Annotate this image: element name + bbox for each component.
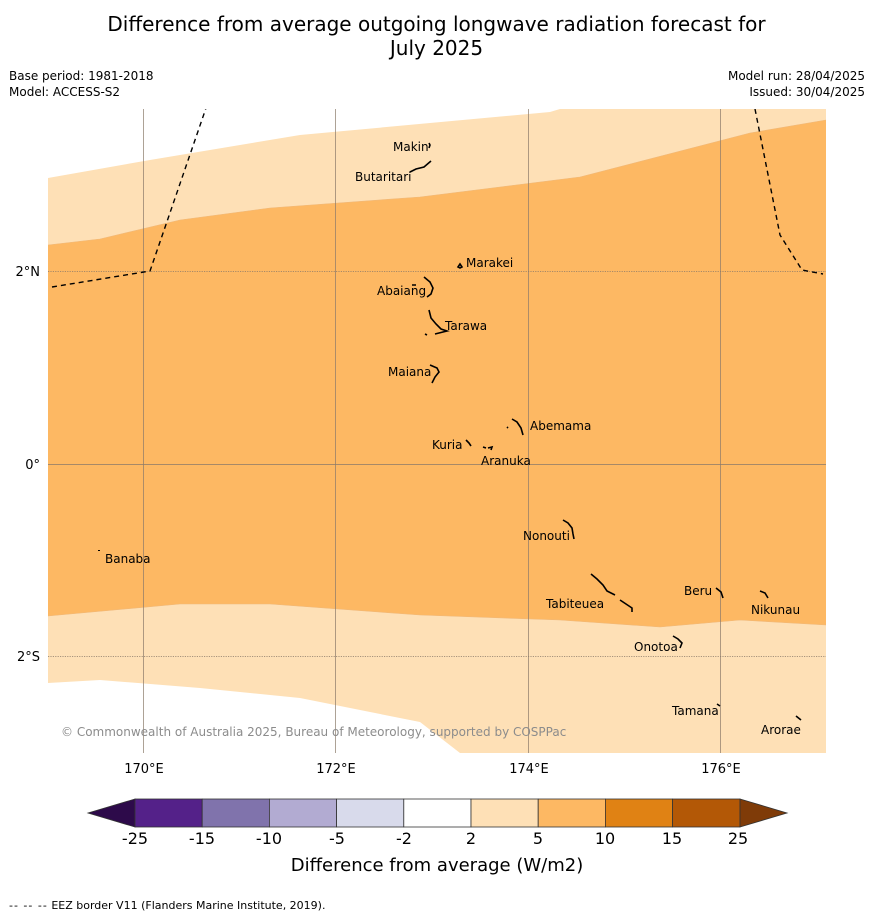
island-nikunau (759, 590, 769, 599)
island-maiana (429, 364, 440, 384)
label-marakei: Marakei (466, 256, 513, 270)
map-area: Makin Butaritari Marakei Abaiang Tarawa … (48, 109, 826, 753)
footer-legend: -- -- -- EEZ border V11 (Flanders Marine… (9, 899, 325, 912)
label-onotoa: Onotoa (634, 640, 678, 654)
meta-right: Model run: 28/04/2025 Issued: 30/04/2025 (728, 68, 865, 100)
islands (98, 142, 802, 721)
island-arorae (795, 715, 802, 721)
colorbar-bin-7 (537, 798, 606, 828)
title-line-1: Difference from average outgoing longwav… (107, 12, 766, 36)
lon-label-172e: 172°E (316, 762, 356, 777)
lon-label-174e: 174°E (509, 762, 549, 777)
longitude-labels: 170°E 172°E 174°E 176°E (124, 762, 741, 777)
colorbar: -25 -15 -10 -5 -2 2 5 10 15 25 Differenc… (86, 798, 789, 876)
colorbar-under (86, 798, 136, 828)
lat-label-2n: 2°N (16, 265, 41, 280)
colorbar-tick: -25 (122, 829, 148, 848)
colorbar-tick: 5 (533, 829, 543, 848)
island-aranuka (482, 445, 494, 451)
colorbar-bin-1 (134, 798, 203, 828)
island-tamana (716, 703, 721, 707)
label-tarawa: Tarawa (444, 319, 487, 333)
label-aranuka: Aranuka (481, 454, 531, 468)
colorbar-tick: -5 (329, 829, 345, 848)
label-maiana: Maiana (388, 365, 431, 379)
label-abaiang: Abaiang (377, 284, 426, 298)
map-title: Difference from average outgoing longwav… (0, 12, 873, 60)
latitude-labels: 2°N 0° 2°S (16, 265, 41, 665)
colorbar-bin-2 (201, 798, 270, 828)
island-labels: Makin Butaritari Marakei Abaiang Tarawa … (105, 140, 801, 737)
neutral-area-bottom (48, 680, 460, 753)
label-makin: Makin (393, 140, 429, 154)
colorbar-tick: 10 (595, 829, 615, 848)
issued-date: Issued: 30/04/2025 (749, 85, 865, 99)
island-abemama (506, 418, 524, 436)
label-nonouti: Nonouti (523, 529, 570, 543)
lat-label-0: 0° (25, 458, 40, 473)
lon-label-170e: 170°E (124, 762, 164, 777)
label-abemama: Abemama (530, 419, 591, 433)
colorbar-over (739, 798, 789, 828)
island-marakei (456, 262, 464, 269)
colorbar-tick: -2 (396, 829, 412, 848)
label-nikunau: Nikunau (751, 603, 800, 617)
model-name: Model: ACCESS-S2 (9, 85, 121, 99)
eez-legend-text: EEZ border V11 (Flanders Marine Institut… (51, 899, 326, 912)
meta-left: Base period: 1981-2018 Model: ACCESS-S2 (9, 68, 154, 100)
island-tarawa (424, 309, 450, 336)
island-butaritari (409, 160, 432, 173)
title-line-2: July 2025 (389, 36, 484, 60)
island-kuria (465, 439, 472, 447)
island-nonouti (562, 519, 575, 540)
island-beru (715, 587, 724, 599)
colorbar-tick: 15 (662, 829, 682, 848)
label-butaritari: Butaritari (355, 170, 412, 184)
label-tamana: Tamana (671, 704, 719, 718)
colorbar-bin-9 (672, 798, 741, 828)
graticule (48, 109, 826, 753)
colorbar-bin-3 (268, 798, 337, 828)
label-banaba: Banaba (105, 552, 151, 566)
island-abaiang (412, 276, 434, 298)
colorbar-tick: -10 (256, 829, 282, 848)
neutral-area-top (48, 109, 560, 178)
label-arorae: Arorae (761, 723, 801, 737)
copyright-notice: © Commonwealth of Australia 2025, Bureau… (61, 725, 566, 739)
colorbar-bin-8 (605, 798, 674, 828)
colorbar-ticks: -25 -15 -10 -5 -2 2 5 10 15 25 (122, 829, 748, 848)
model-run: Model run: 28/04/2025 (727, 69, 865, 83)
base-period: Base period: 1981-2018 (9, 69, 154, 83)
island-makin (428, 142, 431, 149)
island-onotoa (672, 635, 683, 649)
colorbar-bin-5 (403, 798, 472, 828)
label-beru: Beru (684, 584, 712, 598)
island-tabiteuea (590, 573, 633, 612)
lon-label-176e: 176°E (701, 762, 741, 777)
colorbar-label: Difference from average (W/m2) (291, 855, 583, 876)
colorbar-tick: 25 (728, 829, 748, 848)
label-kuria: Kuria (432, 438, 463, 452)
eez-border (51, 109, 824, 288)
colorbar-bin-4 (336, 798, 405, 828)
colorbar-tick: -15 (189, 829, 215, 848)
colorbar-tick: 2 (466, 829, 476, 848)
lat-label-2s: 2°S (17, 650, 40, 665)
colorbar-bin-6 (470, 798, 539, 828)
label-tabiteuea: Tabiteuea (545, 597, 604, 611)
eez-legend-symbol: -- -- -- (9, 899, 48, 912)
